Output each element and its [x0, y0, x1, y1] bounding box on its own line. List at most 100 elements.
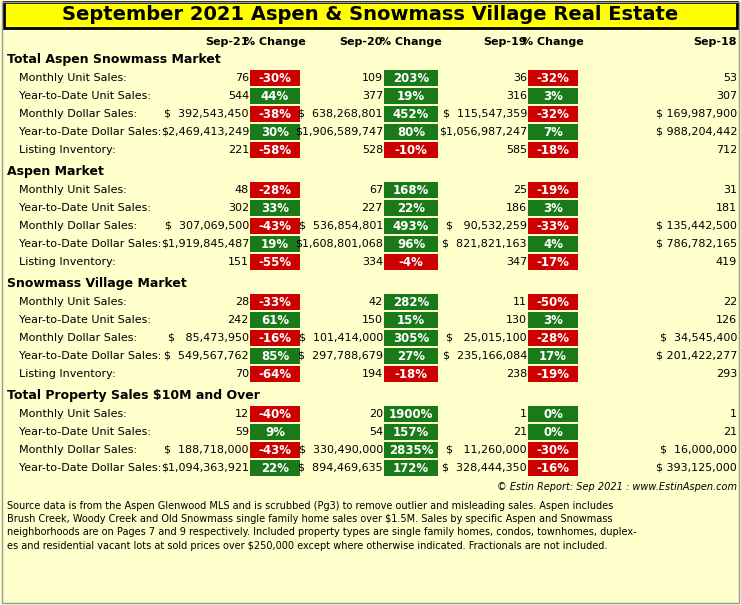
FancyBboxPatch shape — [384, 88, 438, 104]
FancyBboxPatch shape — [250, 442, 300, 458]
Text: $ 393,125,000: $ 393,125,000 — [657, 463, 737, 473]
Text: Monthly Dollar Sales:: Monthly Dollar Sales: — [19, 333, 137, 343]
Text: -32%: -32% — [536, 108, 569, 120]
Text: 54: 54 — [369, 427, 383, 437]
Text: 544: 544 — [227, 91, 249, 101]
Text: 419: 419 — [716, 257, 737, 267]
Text: $  188,718,000: $ 188,718,000 — [165, 445, 249, 455]
FancyBboxPatch shape — [4, 2, 737, 28]
Text: 221: 221 — [227, 145, 249, 155]
Text: $  307,069,500: $ 307,069,500 — [165, 221, 249, 231]
FancyBboxPatch shape — [250, 236, 300, 252]
FancyBboxPatch shape — [250, 312, 300, 328]
Text: $  392,543,450: $ 392,543,450 — [165, 109, 249, 119]
FancyBboxPatch shape — [250, 142, 300, 158]
Text: 22%: 22% — [397, 201, 425, 215]
Text: September 2021 Aspen & Snowmass Village Real Estate: September 2021 Aspen & Snowmass Village … — [62, 5, 679, 24]
FancyBboxPatch shape — [528, 88, 578, 104]
Text: -55%: -55% — [259, 255, 291, 269]
Text: Source data is from the Aspen Glenwood MLS and is scrubbed (Pg3) to remove outli: Source data is from the Aspen Glenwood M… — [7, 501, 637, 551]
Text: 1900%: 1900% — [389, 408, 433, 420]
Text: Year-to-Date Dollar Sales:: Year-to-Date Dollar Sales: — [19, 463, 162, 473]
Text: 307: 307 — [716, 91, 737, 101]
FancyBboxPatch shape — [384, 182, 438, 198]
Text: 22: 22 — [722, 297, 737, 307]
Text: $1,094,363,921: $1,094,363,921 — [161, 463, 249, 473]
Text: % Change: % Change — [522, 37, 584, 47]
Text: 76: 76 — [235, 73, 249, 83]
Text: 712: 712 — [716, 145, 737, 155]
Text: -28%: -28% — [259, 183, 291, 197]
FancyBboxPatch shape — [250, 294, 300, 310]
Text: $  638,268,801: $ 638,268,801 — [299, 109, 383, 119]
Text: $  115,547,359: $ 115,547,359 — [442, 109, 527, 119]
Text: 28: 28 — [235, 297, 249, 307]
Text: -50%: -50% — [536, 295, 570, 309]
FancyBboxPatch shape — [384, 460, 438, 476]
Text: $  16,000,000: $ 16,000,000 — [660, 445, 737, 455]
Text: Monthly Unit Sales:: Monthly Unit Sales: — [19, 185, 127, 195]
FancyBboxPatch shape — [384, 106, 438, 122]
Text: 9%: 9% — [265, 425, 285, 439]
Text: © Estin Report: Sep 2021 : www.EstinAspen.com: © Estin Report: Sep 2021 : www.EstinAspe… — [497, 482, 737, 492]
Text: 4%: 4% — [543, 238, 563, 250]
Text: -28%: -28% — [536, 332, 570, 344]
Text: 22%: 22% — [261, 462, 289, 474]
FancyBboxPatch shape — [528, 348, 578, 364]
FancyBboxPatch shape — [528, 294, 578, 310]
Text: 109: 109 — [362, 73, 383, 83]
Text: $1,056,987,247: $1,056,987,247 — [439, 127, 527, 137]
Text: 21: 21 — [513, 427, 527, 437]
FancyBboxPatch shape — [528, 406, 578, 422]
Text: -17%: -17% — [536, 255, 569, 269]
FancyBboxPatch shape — [384, 348, 438, 364]
Text: Aspen Market: Aspen Market — [7, 165, 104, 177]
FancyBboxPatch shape — [384, 200, 438, 216]
Text: 186: 186 — [506, 203, 527, 213]
FancyBboxPatch shape — [250, 124, 300, 140]
Text: -38%: -38% — [259, 108, 291, 120]
FancyBboxPatch shape — [384, 424, 438, 440]
Text: $2,469,413,249: $2,469,413,249 — [161, 127, 249, 137]
Text: 282%: 282% — [393, 295, 429, 309]
Text: Sep-20: Sep-20 — [339, 37, 383, 47]
FancyBboxPatch shape — [384, 366, 438, 382]
Text: -58%: -58% — [259, 143, 291, 157]
Text: 130: 130 — [506, 315, 527, 325]
Text: 20: 20 — [369, 409, 383, 419]
Text: $1,608,801,068: $1,608,801,068 — [295, 239, 383, 249]
Text: $ 169,987,900: $ 169,987,900 — [656, 109, 737, 119]
Text: 3%: 3% — [543, 313, 563, 327]
Text: 59: 59 — [235, 427, 249, 437]
Text: 96%: 96% — [397, 238, 425, 250]
FancyBboxPatch shape — [250, 330, 300, 346]
Text: -4%: -4% — [399, 255, 423, 269]
Text: $  821,821,163: $ 821,821,163 — [442, 239, 527, 249]
Text: $  101,414,000: $ 101,414,000 — [299, 333, 383, 343]
Text: 25: 25 — [513, 185, 527, 195]
Text: $   90,532,259: $ 90,532,259 — [446, 221, 527, 231]
Text: 80%: 80% — [397, 125, 425, 139]
Text: 150: 150 — [362, 315, 383, 325]
FancyBboxPatch shape — [250, 254, 300, 270]
Text: 0%: 0% — [543, 425, 563, 439]
Text: $  894,469,635: $ 894,469,635 — [299, 463, 383, 473]
Text: Sep-21: Sep-21 — [205, 37, 249, 47]
Text: -40%: -40% — [259, 408, 291, 420]
Text: 19%: 19% — [261, 238, 289, 250]
FancyBboxPatch shape — [528, 106, 578, 122]
Text: 227: 227 — [362, 203, 383, 213]
Text: 3%: 3% — [543, 90, 563, 102]
FancyBboxPatch shape — [528, 330, 578, 346]
Text: Year-to-Date Unit Sales:: Year-to-Date Unit Sales: — [19, 203, 151, 213]
Text: $  34,545,400: $ 34,545,400 — [659, 333, 737, 343]
Text: 347: 347 — [506, 257, 527, 267]
Text: -16%: -16% — [536, 462, 570, 474]
Text: -33%: -33% — [259, 295, 291, 309]
Text: 70: 70 — [235, 369, 249, 379]
Text: 126: 126 — [716, 315, 737, 325]
Text: Year-to-Date Dollar Sales:: Year-to-Date Dollar Sales: — [19, 239, 162, 249]
FancyBboxPatch shape — [250, 366, 300, 382]
Text: 31: 31 — [723, 185, 737, 195]
FancyBboxPatch shape — [250, 406, 300, 422]
